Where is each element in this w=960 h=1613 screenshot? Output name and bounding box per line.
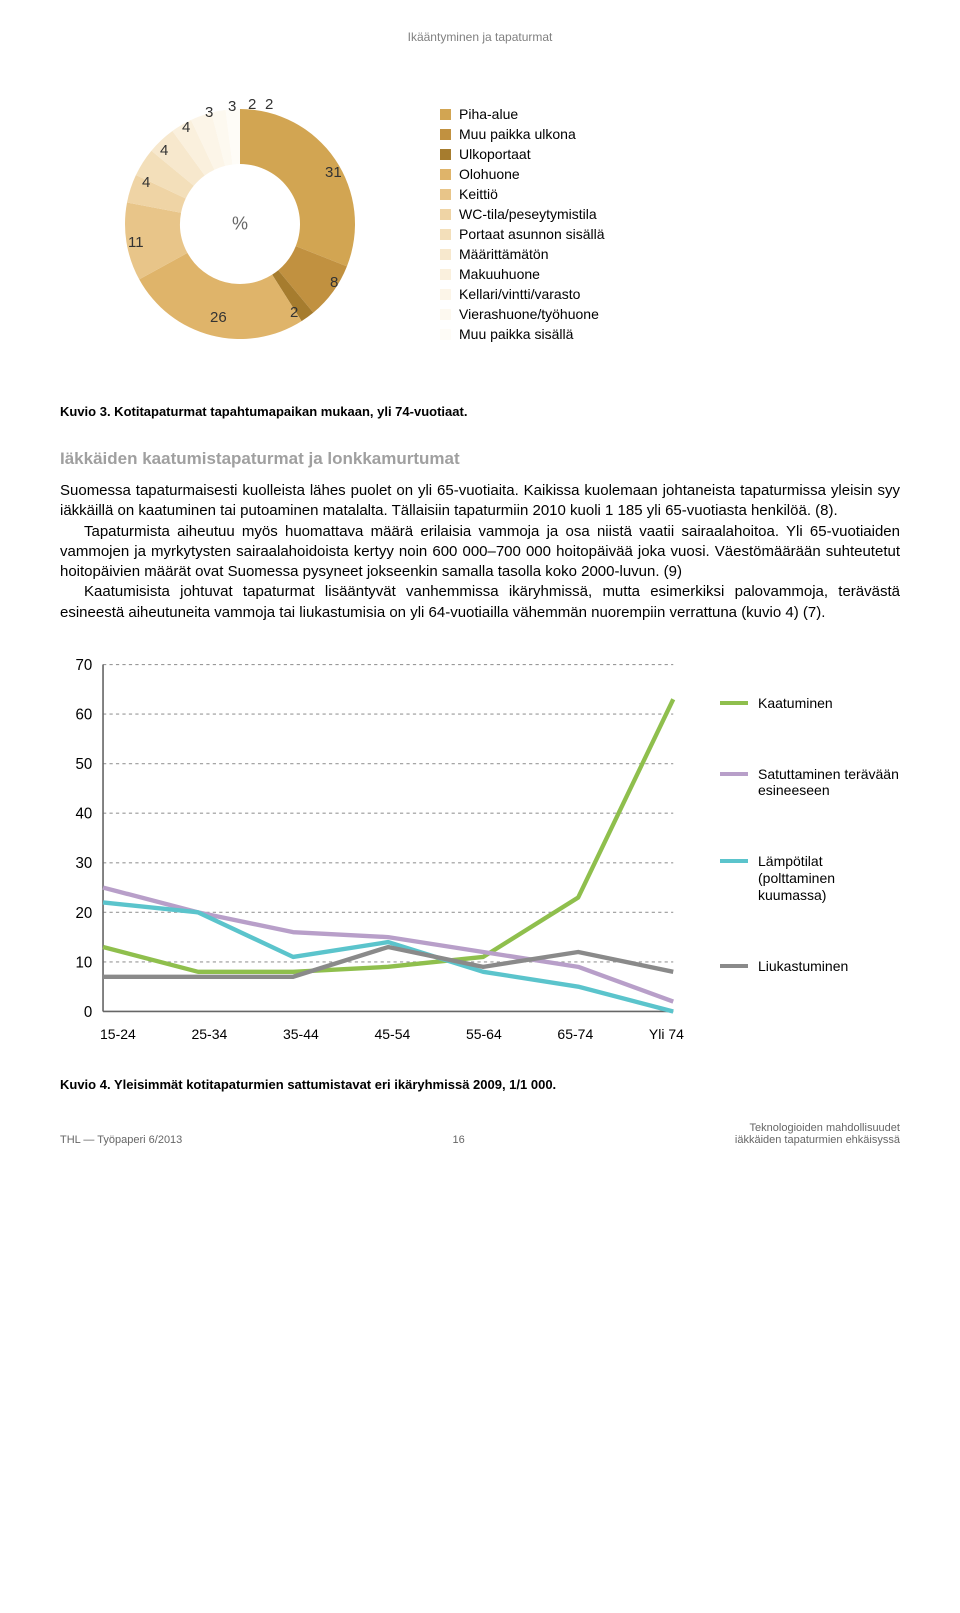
footer-right-line1: Teknologioiden mahdollisuudet [735,1122,900,1134]
legend-label: Portaat asunnon sisällä [459,226,605,242]
legend-swatch [440,109,451,120]
legend-label: Muu paikka ulkona [459,126,576,142]
donut-value-label: 26 [210,309,227,326]
donut-center-label: % [232,214,248,235]
legend-label: Piha-alue [459,106,518,122]
donut-value-label: 3 [228,98,236,115]
legend-label: Vierashuone/työhuone [459,306,599,322]
line-legend: Kaatuminen Satuttaminen terävään esineese… [720,658,900,1042]
legend-item: Portaat asunnon sisällä [440,226,605,242]
body-paragraph: Tapaturmista aiheutuu myös huomattava mä… [60,522,900,583]
legend-swatch [440,149,451,160]
body-paragraph: Suomessa tapaturmaisesti kuolleista lähe… [60,481,900,522]
donut-value-label: 31 [325,164,342,181]
legend-item: Muu paikka sisällä [440,326,605,342]
footer-page-number: 16 [452,1134,464,1146]
footer-right-line2: iäkkäiden tapaturmien ehkäisyssä [735,1134,900,1146]
y-axis-label: 50 [76,756,93,773]
legend-swatch [440,229,451,240]
legend-item: Kellari/vintti/varasto [440,286,605,302]
chart-series [103,699,673,972]
legend-item: Ulkoportaat [440,146,605,162]
legend-swatch [440,329,451,340]
line-legend-item: Kaatuminen [720,695,900,712]
x-axis-label: 35-44 [283,1026,319,1042]
donut-value-label: 2 [265,96,273,113]
legend-swatch [440,249,451,260]
legend-label: Makuuhuone [459,266,540,282]
x-axis-label: 15-24 [100,1026,136,1042]
donut-value-label: 8 [330,274,338,291]
body-paragraph: Kaatumisista johtuvat tapaturmat lisäänt… [60,582,900,623]
donut-value-label: 4 [182,119,190,136]
x-axis-label: 25-34 [191,1026,227,1042]
y-axis-label: 30 [76,855,93,872]
legend-item: WC-tila/peseytymistila [440,206,605,222]
donut-chart: % 318226114443322 [100,84,380,364]
legend-swatch [440,129,451,140]
x-axis-label: Yli 74 [649,1026,684,1042]
page-footer: THL — Työpaperi 6/2013 16 Teknologioiden… [60,1122,900,1146]
line-legend-label: Kaatuminen [758,695,833,712]
legend-item: Keittiö [440,186,605,202]
section-header: Ikääntyminen ja tapaturmat [60,30,900,44]
legend-swatch [440,269,451,280]
legend-item: Makuuhuone [440,266,605,282]
y-axis-label: 20 [76,904,93,921]
legend-item: Muu paikka ulkona [440,126,605,142]
donut-legend: Piha-alue Muu paikka ulkona Ulkoportaat Olo… [440,106,605,342]
y-axis-label: 70 [76,658,93,674]
line-legend-item: Satuttaminen terävään esineeseen [720,766,900,800]
x-axis-label: 45-54 [374,1026,410,1042]
line-legend-swatch [720,701,748,705]
line-chart: 0 10 20 30 40 50 60 70 15-24 25-34 35-44 45-54 55-6… [60,658,684,1042]
legend-label: Olohuone [459,166,520,182]
y-axis-label: 0 [84,1004,92,1018]
legend-label: WC-tila/peseytymistila [459,206,597,222]
legend-label: Määrittämätön [459,246,548,262]
line-legend-label: Satuttaminen terävään esineeseen [758,766,900,800]
line-legend-label: Liukastuminen [758,958,848,975]
legend-label: Kellari/vintti/varasto [459,286,580,302]
chart-series [103,887,673,1001]
legend-label: Keittiö [459,186,498,202]
legend-swatch [440,189,451,200]
donut-value-label: 2 [248,96,256,113]
legend-item: Vierashuone/työhuone [440,306,605,322]
x-axis-label: 65-74 [557,1026,593,1042]
legend-label: Muu paikka sisällä [459,326,573,342]
legend-swatch [440,289,451,300]
line-legend-swatch [720,859,748,863]
donut-value-label: 4 [160,142,168,159]
legend-swatch [440,169,451,180]
y-axis-label: 60 [76,706,93,723]
body-text: Suomessa tapaturmaisesti kuolleista lähe… [60,481,900,623]
line-legend-swatch [720,772,748,776]
line-legend-item: Lämpötilat (polttaminen kuumassa) [720,853,900,903]
subheading: Iäkkäiden kaatumistapaturmat ja lonkkamu… [60,449,900,469]
legend-label: Ulkoportaat [459,146,531,162]
legend-item: Määrittämätön [440,246,605,262]
figure-4-caption: Kuvio 4. Yleisimmät kotitapaturmien satt… [60,1077,900,1092]
y-axis-label: 40 [76,805,93,822]
line-chart-section: 0 10 20 30 40 50 60 70 15-24 25-34 35-44 45-54 55-6… [60,658,900,1042]
x-axis-label: 55-64 [466,1026,502,1042]
y-axis-label: 10 [76,954,93,971]
footer-left: THL — Työpaperi 6/2013 [60,1134,182,1146]
donut-chart-section: % 318226114443322 Piha-alueMuu paikka ul… [60,84,900,364]
legend-swatch [440,209,451,220]
legend-item: Olohuone [440,166,605,182]
line-legend-item: Liukastuminen [720,958,900,975]
chart-series [103,902,673,1011]
donut-value-label: 4 [142,174,150,191]
donut-value-label: 11 [128,234,144,251]
donut-value-label: 2 [290,304,298,321]
legend-item: Piha-alue [440,106,605,122]
donut-slice [240,109,355,266]
figure-3-caption: Kuvio 3. Kotitapaturmat tapahtumapaikan … [60,404,900,419]
legend-swatch [440,309,451,320]
line-legend-swatch [720,964,748,968]
line-legend-label: Lämpötilat (polttaminen kuumassa) [758,853,900,903]
donut-value-label: 3 [205,104,213,121]
